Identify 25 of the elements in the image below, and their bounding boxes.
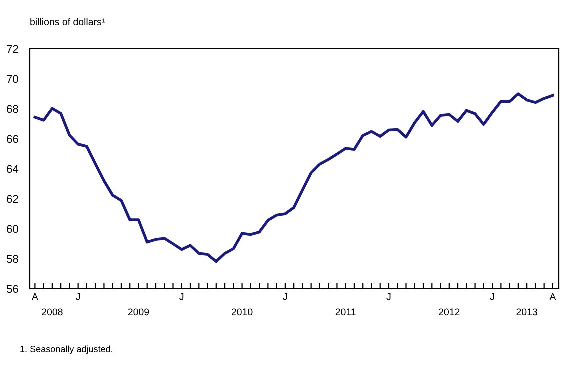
- x-tick-label: J: [180, 294, 184, 300]
- x-tick-label: J: [490, 294, 494, 300]
- y-tick-label: 58: [6, 255, 18, 264]
- x-tick-label: 2008: [42, 308, 63, 316]
- y-tick-label: 66: [7, 135, 18, 144]
- x-tick-label: J: [283, 294, 288, 300]
- y-tick-label: 68: [7, 105, 18, 114]
- y-tick-label: 60: [7, 225, 18, 234]
- y-axis-title: billions of dollars¹: [30, 18, 105, 26]
- x-tick-label: 2011: [336, 308, 356, 316]
- x-tick-label: 2013: [516, 308, 538, 316]
- y-tick-label: 72: [7, 45, 18, 54]
- x-tick-label: J: [386, 294, 391, 300]
- x-tick-label: 2010: [232, 308, 253, 316]
- line-series: [34, 92, 554, 264]
- x-tick-label: A: [32, 294, 38, 300]
- x-tick-label: 2009: [128, 308, 150, 316]
- y-tick-label: 70: [7, 75, 18, 84]
- y-tick-label: 56: [6, 285, 18, 294]
- y-tick-label: 64: [7, 165, 19, 174]
- text: 1. Seasonally adjusted.: [20, 346, 113, 354]
- x-tick-label: 2012: [439, 308, 460, 316]
- x-tick-label: J: [76, 294, 80, 300]
- x-tick-label: A: [550, 294, 556, 300]
- y-tick-label: 62: [7, 195, 18, 204]
